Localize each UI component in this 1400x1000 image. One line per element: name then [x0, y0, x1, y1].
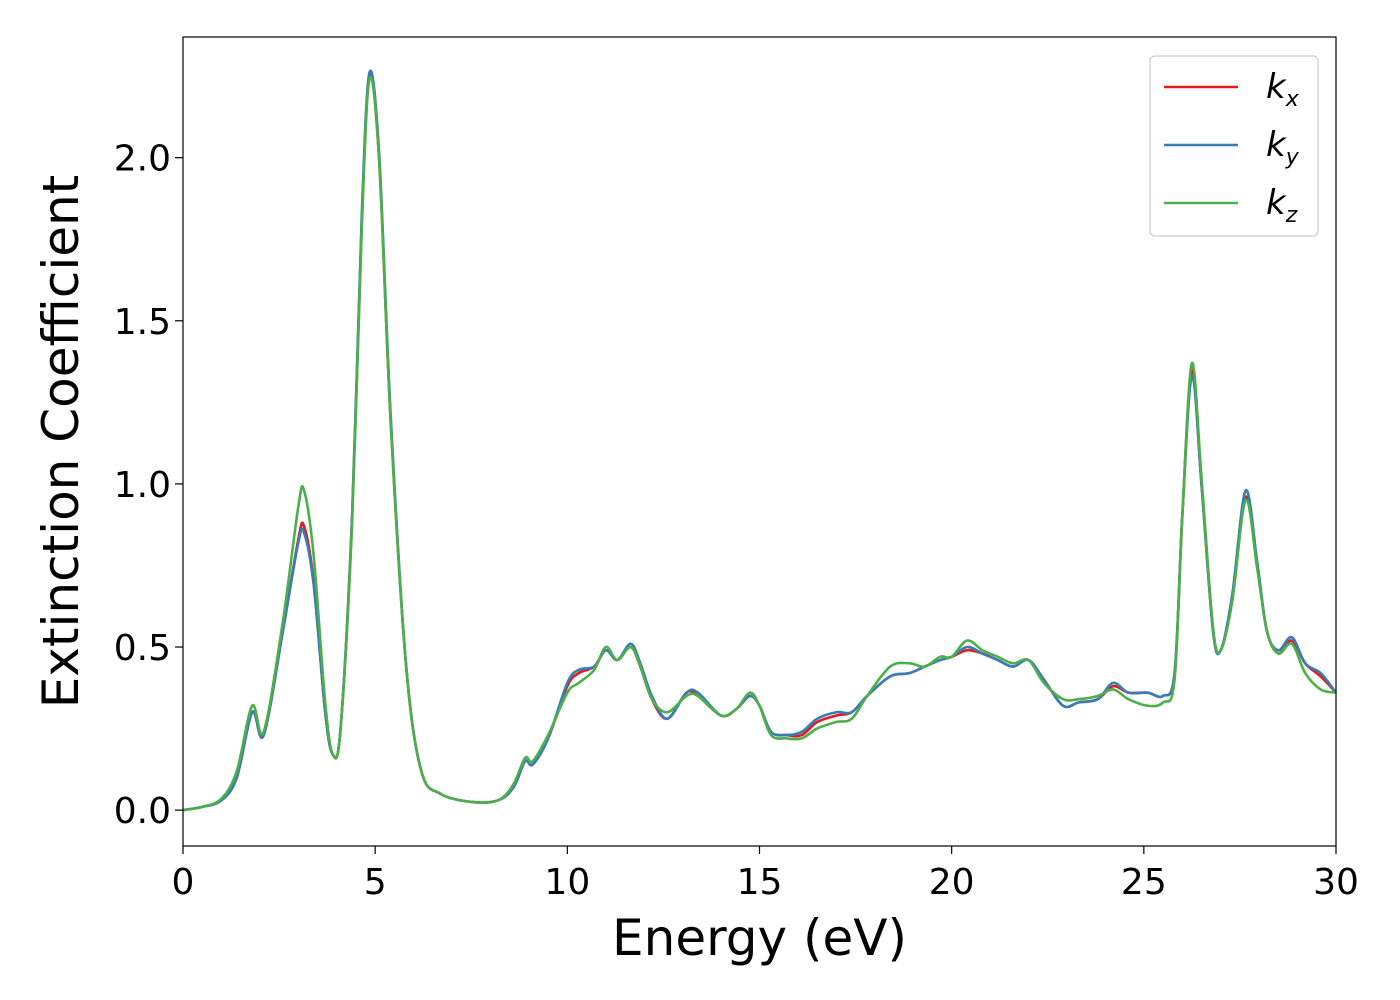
legend-label-y: ky	[1266, 125, 1300, 170]
legend-label-z: kz	[1266, 183, 1298, 228]
x-axis-title: Energy (eV)	[612, 909, 907, 967]
y-tick-label: 1.5	[114, 302, 171, 343]
x-tick-label: 5	[364, 862, 387, 903]
series-line-kz	[182, 75, 1337, 812]
y-tick-label: 0.5	[114, 628, 171, 669]
x-tick-label: 10	[544, 862, 590, 903]
legend-label-x: kx	[1266, 67, 1300, 112]
y-tick-label: 1.0	[114, 465, 171, 506]
y-axis-title: Extinction Coefficient	[32, 175, 90, 709]
legend: kx ky kz	[1149, 55, 1319, 237]
x-tick-label: 0	[172, 862, 195, 903]
y-axis: 0.0 0.5 1.0 1.5 2.0	[114, 139, 183, 832]
x-axis: 0 5 10 15 20 25 30	[172, 846, 1359, 903]
plot-lines	[182, 69, 1338, 812]
y-tick-label: 0.0	[114, 791, 171, 832]
x-tick-label: 15	[737, 862, 783, 903]
x-tick-label: 25	[1121, 862, 1167, 903]
x-tick-label: 30	[1313, 862, 1359, 903]
x-tick-label: 20	[929, 862, 975, 903]
y-tick-label: 2.0	[114, 139, 171, 180]
